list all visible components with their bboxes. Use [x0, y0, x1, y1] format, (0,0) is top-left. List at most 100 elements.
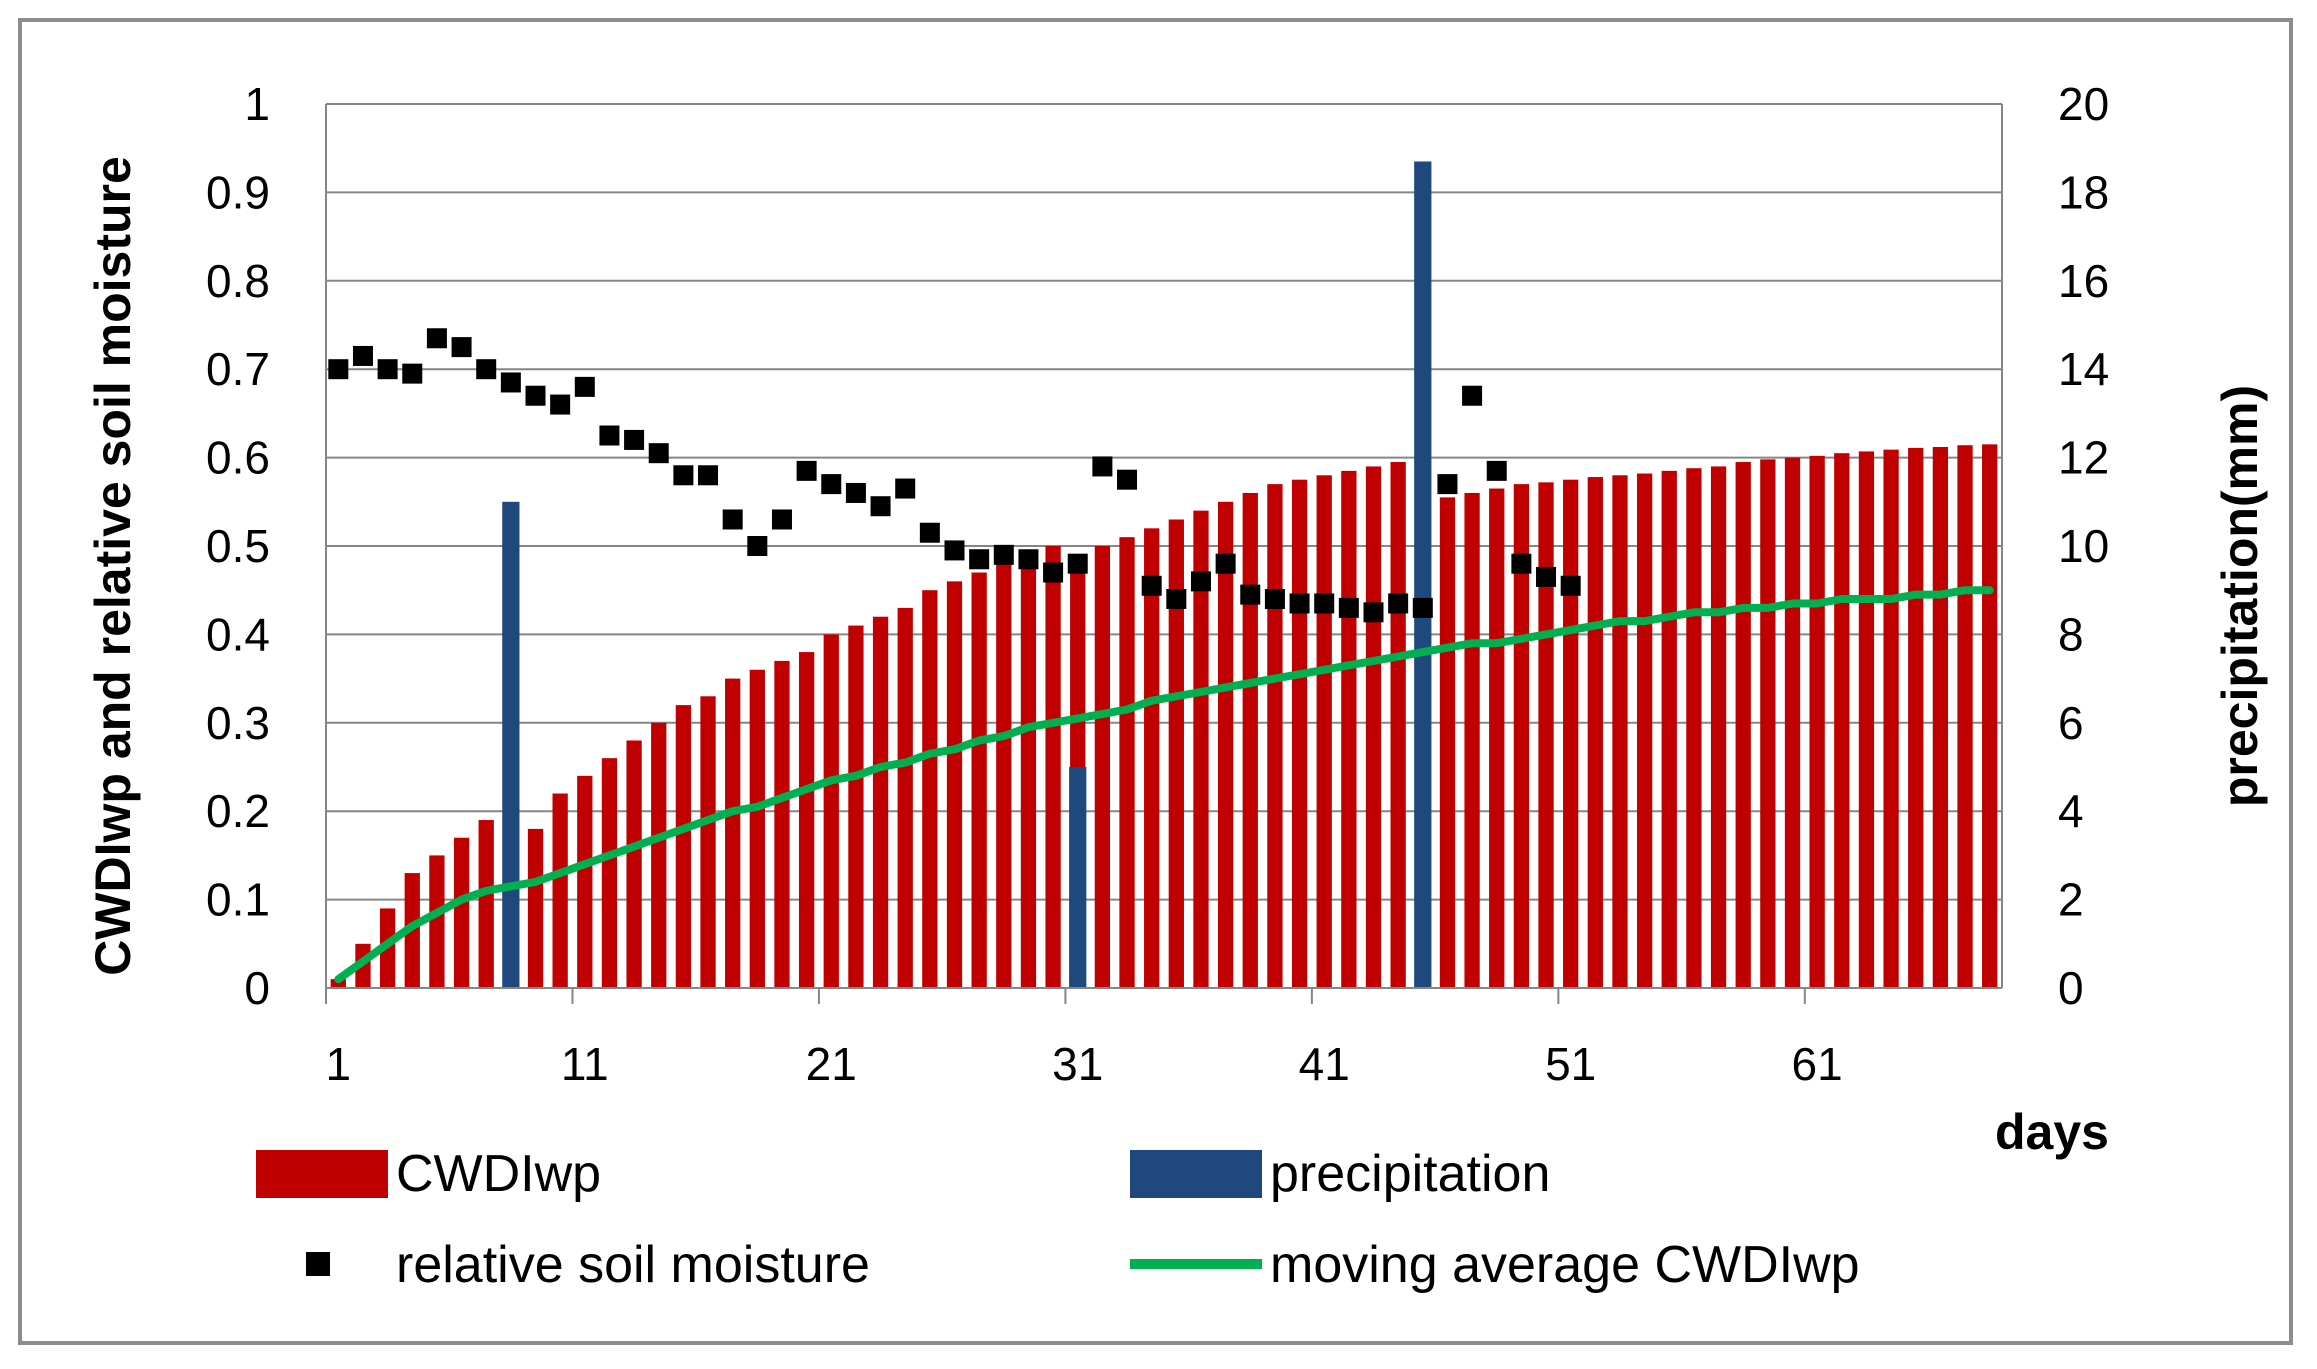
y2-tick-label: 2 — [2058, 874, 2084, 926]
soil-moisture-point — [402, 363, 423, 384]
soil-moisture-point — [1338, 597, 1359, 618]
soil-moisture-point — [845, 482, 866, 503]
y2-tick-label: 12 — [2058, 432, 2109, 484]
cwdiwp-bar — [700, 696, 716, 988]
cwdiwp-bar — [1661, 470, 1677, 988]
legend-swatch-precipitation — [1130, 1150, 1262, 1198]
soil-moisture-point — [821, 474, 842, 495]
moving-average-line — [334, 586, 1994, 984]
soil-moisture-point — [525, 385, 546, 406]
cwdiwp-bar — [946, 581, 963, 988]
soil-moisture-point — [1388, 593, 1409, 614]
cwdiwp-bar — [1538, 482, 1554, 988]
legend-swatch-cwdiwp — [256, 1150, 388, 1198]
soil-moisture-point — [673, 465, 694, 486]
cwdiwp-bar — [823, 634, 839, 988]
y-tick-label: 0.6 — [206, 432, 270, 484]
y-tick-label: 0.8 — [206, 255, 270, 307]
cwdiwp-bar — [1094, 546, 1111, 988]
cwdiwp-bar — [1464, 492, 1480, 988]
soil-moisture-point — [1215, 553, 1236, 574]
cwdiwp-bar — [749, 669, 765, 988]
soil-moisture-point — [451, 337, 472, 358]
y2-tick-label: 16 — [2058, 255, 2109, 307]
cwdiwp-bar — [1858, 451, 1875, 988]
y-tick-label: 0.2 — [206, 785, 270, 837]
soil-moisture-point — [377, 359, 398, 380]
legend-label-cwdiwp: CWDIwp — [396, 1145, 601, 1203]
cwdiwp-bar — [1489, 488, 1505, 988]
cwdiwp-bar — [1267, 484, 1283, 988]
soil-moisture-point — [1314, 593, 1335, 614]
soil-moisture-point — [1166, 589, 1187, 610]
y-tick-label: 0.9 — [206, 166, 270, 218]
x-tick-label: 1 — [326, 1038, 352, 1090]
cwdiwp-bar — [1686, 468, 1702, 988]
y-tick-label: 0.3 — [206, 697, 270, 749]
cwdiwp-bar — [1390, 462, 1406, 988]
soil-moisture-point — [1141, 575, 1162, 596]
precipitation-bar — [502, 501, 520, 988]
soil-moisture-point — [1264, 589, 1285, 610]
x-tick-label: 21 — [806, 1038, 857, 1090]
soil-moisture-point — [1190, 571, 1211, 592]
precipitation-bar — [1414, 161, 1432, 988]
soil-moisture-point — [599, 425, 620, 446]
soil-moisture-point — [352, 345, 373, 366]
y2-tick-label: 10 — [2058, 520, 2109, 572]
cwdiwp-bar — [1365, 466, 1382, 988]
cwdiwp-bar — [971, 572, 987, 988]
cwdiwp-bar — [1439, 497, 1456, 988]
soil-moisture-point — [1043, 562, 1064, 583]
cwdiwp-bar — [774, 660, 790, 988]
cwdiwp-bar — [1168, 519, 1184, 988]
cwdiwp-bar — [872, 616, 889, 988]
soil-moisture-point — [648, 443, 669, 464]
cwdiwp-bar — [626, 740, 642, 988]
cwdiwp-bar — [1883, 449, 1899, 988]
cwdiwp-bar — [1020, 554, 1037, 988]
soil-moisture-point — [1437, 474, 1458, 495]
cwdiwp-bar — [577, 775, 593, 988]
legend-label-moving-average: moving average CWDIwp — [1270, 1236, 1860, 1294]
legend: CWDIwp precipitation relative soil moist… — [256, 1145, 1860, 1294]
tick-labels: 00.10.20.30.40.50.60.70.80.9102468101214… — [206, 78, 2109, 1090]
soil-moisture-point — [919, 522, 940, 543]
cwdiwp-bar — [429, 855, 445, 988]
cwdiwp-bar — [848, 625, 864, 988]
y2-tick-label: 8 — [2058, 608, 2084, 660]
soil-moisture-point — [1067, 553, 1088, 574]
legend-marker-soil-moisture — [306, 1252, 330, 1276]
cwdiwp-bar — [675, 705, 692, 988]
cwdiwp-bar — [1636, 473, 1653, 989]
cwdiwp-bar — [1217, 501, 1234, 988]
cwdiwp-bar — [1119, 537, 1135, 988]
y-tick-label: 0.4 — [206, 608, 270, 660]
cwdiwp-bar — [922, 590, 938, 988]
moving-average-cwdiwp-line — [334, 586, 1994, 984]
soil-moisture-point — [1363, 602, 1384, 623]
cwdiwp-bar — [601, 758, 618, 988]
soil-moisture-point — [1240, 584, 1261, 605]
soil-moisture-point — [624, 429, 645, 450]
cwdiwp-bar — [1784, 457, 1801, 989]
cwdiwp-bar — [651, 722, 667, 988]
cwdiwp-bar — [527, 828, 544, 988]
x-axis-title: days — [1995, 1104, 2109, 1160]
cwdiwp-bar — [1932, 446, 1949, 988]
y2-axis-title: precipitation(mm) — [2212, 385, 2268, 807]
y2-tick-label: 20 — [2058, 78, 2109, 130]
y2-tick-label: 6 — [2058, 697, 2084, 749]
cwdiwp-bar — [1612, 475, 1628, 988]
cwdiwp-bar — [552, 793, 568, 988]
cwdiwp-bar — [1809, 455, 1825, 988]
cwdiwp-bar — [478, 820, 494, 988]
soil-moisture-point — [500, 372, 521, 393]
soil-moisture-point — [1412, 597, 1433, 618]
cwdiwp-bar — [1735, 462, 1751, 988]
soil-moisture-point — [771, 509, 792, 530]
soil-moisture-point — [895, 478, 916, 499]
cwdiwp-bar — [1982, 444, 1998, 989]
cwdiwp-bar — [1957, 445, 1973, 988]
cwdiwp-bar — [1242, 492, 1258, 988]
